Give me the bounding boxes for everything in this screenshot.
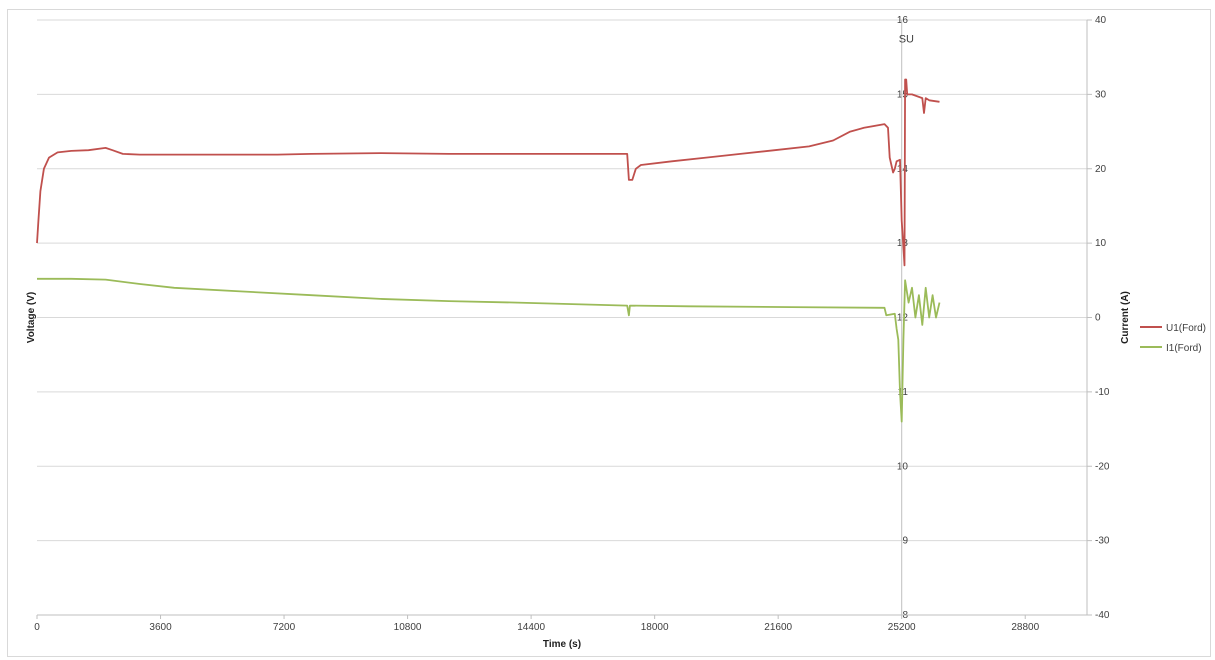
x-tick-label: 25200 [888, 622, 916, 633]
y-right-tick-label: 30 [1095, 89, 1107, 100]
legend-label-1: U1(Ford) [1166, 323, 1206, 334]
y-right-tick-label: 20 [1095, 164, 1107, 175]
x-tick-label: 21600 [764, 622, 792, 633]
series-line-2 [37, 277, 941, 423]
y-left-tick-label: 15 [897, 89, 909, 100]
y-left-tick-label: 9 [902, 536, 908, 547]
y-left-tick-label: 16 [897, 15, 909, 26]
annotation-label: SU [899, 34, 914, 46]
x-tick-label: 3600 [149, 622, 172, 633]
y-right-tick-label: 10 [1095, 238, 1107, 249]
y-right-tick-label: 40 [1095, 15, 1107, 26]
x-axis-label: Time (s) [543, 639, 581, 650]
y-axis-left-label: Voltage (V) [26, 292, 37, 343]
chart-frame [7, 9, 1211, 657]
y-left-tick-label: 14 [897, 164, 909, 175]
legend-label-2: I1(Ford) [1166, 343, 1202, 354]
y-left-tick-label: 12 [897, 313, 909, 324]
x-tick-label: 7200 [273, 622, 296, 633]
y-right-tick-label: -10 [1095, 387, 1110, 398]
x-tick-label: 28800 [1011, 622, 1039, 633]
series-line-1 [36, 78, 940, 267]
y-left-tick-label: 10 [897, 461, 909, 472]
x-tick-label: 18000 [641, 622, 669, 633]
y-axis-right-label: Current (A) [1120, 291, 1131, 344]
x-tick-label: 0 [34, 622, 40, 633]
y-right-tick-label: -40 [1095, 610, 1110, 621]
x-tick-label: 14400 [517, 622, 545, 633]
y-right-tick-label: 0 [1095, 313, 1101, 324]
y-right-tick-label: -30 [1095, 536, 1110, 547]
x-tick-label: 10800 [394, 622, 422, 633]
y-right-tick-label: -20 [1095, 461, 1110, 472]
